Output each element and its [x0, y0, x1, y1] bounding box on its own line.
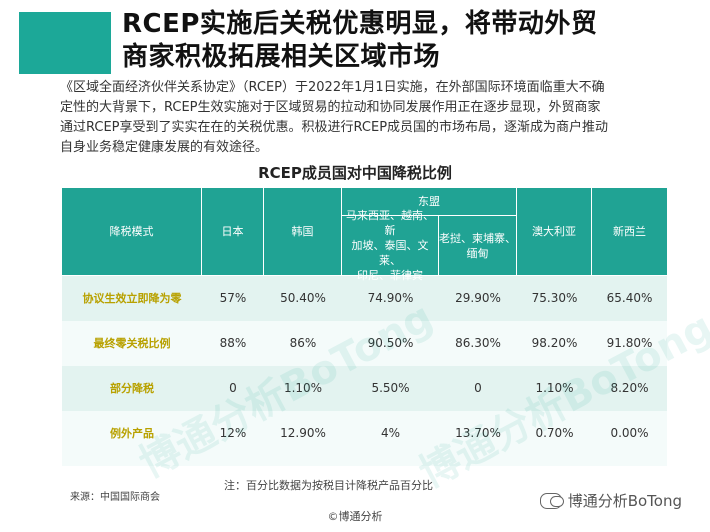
- title-accent-block: [19, 12, 111, 74]
- brand-text: 博通分析BoTong: [567, 492, 682, 510]
- cell-japan: 57%: [219, 291, 247, 305]
- cell-korea: 12.90%: [280, 426, 326, 440]
- intro-line-2: 定性的大背景下，RCEP生效实施对于区域贸易的拉动和协同发展作用正在逐步显现，外…: [60, 100, 601, 115]
- cell-newzealand: 8.20%: [610, 381, 649, 395]
- header-asean-a-line-2: 加坡、泰国、文莱、: [351, 239, 429, 267]
- header-asean-group-b: 老挝、柬埔寨、 缅甸: [439, 216, 517, 276]
- row-label: 部分降税: [110, 382, 154, 395]
- table-title: RCEP成员国对中国降税比例: [258, 164, 452, 182]
- cell-newzealand: 0.00%: [610, 426, 649, 440]
- cell-australia: 75.30%: [531, 291, 578, 305]
- header-mode: 降税模式: [62, 188, 202, 276]
- intro-line-3: 通过RCEP享受到了实实在在的关税优惠。积极进行RCEP成员国的市场布局，逐渐成…: [60, 120, 609, 135]
- table-row-bg: [62, 411, 667, 466]
- cell-asean-a: 5.50%: [371, 381, 410, 395]
- cell-korea: 50.40%: [280, 291, 326, 305]
- cell-korea: 86%: [289, 336, 317, 350]
- tariff-table: 降税模式 日本 韩国 东盟 马来西亚、越南、新 加坡、泰国、文莱、 印尼、菲律宾…: [62, 188, 710, 497]
- source-text: 来源：中国国际商会: [70, 492, 160, 503]
- page-title: RCEP实施后关税优惠明显，将带动外贸 商家积极拓展相关区域市场: [122, 8, 597, 74]
- header-asean-a-line-1: 马来西亚、越南、新: [346, 209, 434, 237]
- cell-asean-b: 13.70%: [455, 426, 501, 440]
- brand-mark: 博通分析BoTong: [539, 490, 682, 511]
- cell-japan: 12%: [219, 426, 247, 440]
- intro-line-1: 《区域全面经济伙伴关系协定》（RCEP）于2022年1月1日实施，在外部国际环境…: [60, 80, 605, 95]
- cell-japan: 88%: [219, 336, 247, 350]
- row-label: 最终零关税比例: [93, 337, 171, 350]
- header-asean-b-line-1: 老挝、柬埔寨、: [439, 231, 516, 245]
- cell-asean-b: 0: [474, 381, 482, 395]
- cell-japan: 0: [229, 381, 237, 395]
- page-title-line-2: 商家积极拓展相关区域市场: [122, 42, 441, 72]
- cell-australia: 1.10%: [535, 381, 574, 395]
- header-asean-a-line-3: 印尼、菲律宾: [357, 269, 423, 282]
- intro-paragraph: 《区域全面经济伙伴关系协定》（RCEP）于2022年1月1日实施，在外部国际环境…: [60, 78, 672, 158]
- cell-asean-a: 74.90%: [367, 291, 414, 305]
- cell-australia: 98.20%: [531, 336, 578, 350]
- page-title-line-1: RCEP实施后关税优惠明显，将带动外贸: [122, 9, 598, 39]
- table-row-bg: [62, 321, 667, 366]
- header-japan: 日本: [202, 188, 264, 276]
- header-newzealand: 新西兰: [592, 188, 667, 276]
- cell-asean-b: 29.90%: [455, 291, 501, 305]
- cell-asean-b: 86.30%: [455, 336, 501, 350]
- header-korea: 韩国: [264, 188, 342, 276]
- header-asean: 东盟: [342, 188, 517, 216]
- cell-australia: 0.70%: [535, 426, 574, 440]
- copyright-text: ©博通分析: [327, 510, 383, 523]
- wechat-icon: [539, 492, 564, 509]
- row-label: 协议生效立即降为零: [82, 292, 182, 305]
- cell-newzealand: 91.80%: [606, 336, 653, 350]
- intro-line-4: 自身业务稳定健康发展的有效途径。: [60, 140, 269, 155]
- table-row-bg: [62, 276, 667, 321]
- cell-asean-a: 90.50%: [367, 336, 414, 350]
- row-label: 例外产品: [110, 427, 154, 440]
- header-asean-b-line-2: 缅甸: [466, 246, 489, 260]
- cell-korea: 1.10%: [283, 381, 323, 395]
- cell-newzealand: 65.40%: [606, 291, 653, 305]
- table-row-bg: [62, 366, 667, 411]
- header-asean-group-a: 马来西亚、越南、新 加坡、泰国、文莱、 印尼、菲律宾: [342, 209, 439, 282]
- table-note: 注：百分比数据为按税目计降税产品百分比: [224, 479, 433, 492]
- header-australia: 澳大利亚: [517, 188, 592, 276]
- cell-asean-a: 4%: [380, 426, 401, 440]
